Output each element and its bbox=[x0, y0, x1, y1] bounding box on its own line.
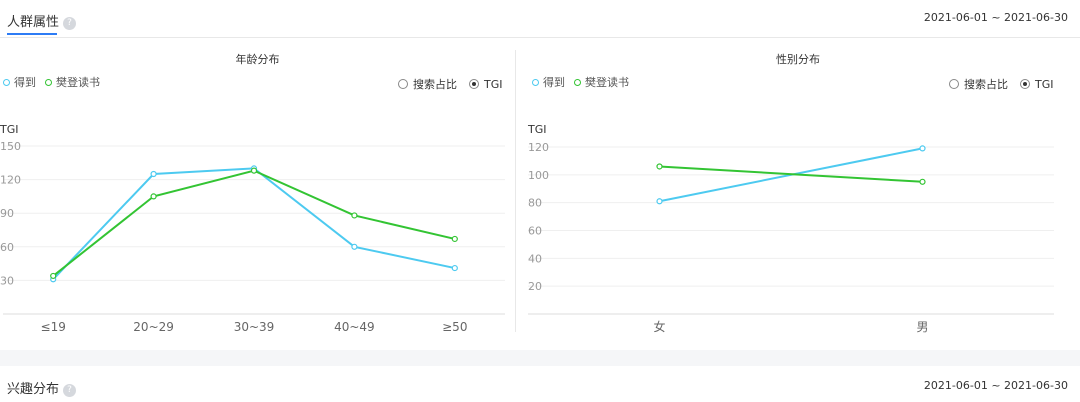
radio-checked-icon bbox=[469, 79, 479, 89]
radio-label: TGI bbox=[1035, 77, 1054, 91]
radio-label: 搜索占比 bbox=[964, 78, 1008, 91]
legend-label: 得到 bbox=[543, 76, 565, 89]
legend-dot-icon bbox=[532, 78, 539, 86]
y-tick-label: 30 bbox=[0, 274, 14, 287]
data-point[interactable] bbox=[656, 198, 663, 205]
header-divider bbox=[0, 37, 1080, 38]
data-point[interactable] bbox=[150, 193, 157, 200]
date-range: 2021-06-01 ~ 2021-06-30 bbox=[923, 11, 1068, 24]
age-line-chart: TGI 30 60 90 120 150 ≤19 20~29 30~39 40~49 ≥50 bbox=[0, 123, 505, 334]
x-tick-label: ≤19 bbox=[41, 320, 66, 334]
y-tick-label: 60 bbox=[0, 241, 14, 254]
y-tick-label: 80 bbox=[528, 197, 542, 210]
age-metric-radio-group: 搜索占比 TGI bbox=[398, 76, 503, 92]
x-tick-label: 30~39 bbox=[234, 320, 275, 334]
legend-dot-icon bbox=[3, 78, 10, 86]
section2-title: 兴趣分布? bbox=[7, 378, 77, 397]
gender-line-chart: TGI 20 40 60 80 100 120 女 男 bbox=[527, 123, 1054, 334]
chart-divider bbox=[515, 50, 516, 332]
interest-distribution-card: 兴趣分布? 2021-06-01 ~ 2021-06-30 bbox=[0, 366, 1080, 402]
legend-dot-icon bbox=[574, 78, 581, 86]
radio-tgi[interactable]: TGI bbox=[469, 78, 503, 91]
radio-circle-icon bbox=[398, 79, 408, 89]
data-point[interactable] bbox=[656, 163, 663, 170]
x-tick-label: 20~29 bbox=[133, 320, 174, 334]
series-line-1 bbox=[52, 169, 456, 277]
legend-item-fandeng[interactable]: 樊登读书 bbox=[574, 74, 629, 90]
section-title-text: 人群属性 bbox=[7, 15, 60, 30]
section2-date-range: 2021-06-01 ~ 2021-06-30 bbox=[923, 379, 1068, 392]
data-point[interactable] bbox=[50, 272, 57, 280]
series-line-1 bbox=[659, 165, 923, 183]
data-point[interactable] bbox=[451, 264, 458, 272]
question-circle-icon[interactable]: ? bbox=[63, 17, 77, 30]
legend-item-dedao[interactable]: 得到 bbox=[3, 74, 36, 90]
radio-label: TGI bbox=[484, 77, 503, 91]
data-point[interactable] bbox=[919, 178, 926, 185]
y-tick-label: 60 bbox=[528, 225, 542, 238]
data-point[interactable] bbox=[150, 170, 157, 178]
legend-item-dedao[interactable]: 得到 bbox=[532, 74, 565, 90]
legend-label: 得到 bbox=[14, 76, 36, 89]
y-axis-label: TGI bbox=[527, 123, 547, 136]
radio-checked-icon bbox=[1020, 79, 1030, 89]
legend-label: 樊登读书 bbox=[585, 76, 629, 89]
radio-search-share[interactable]: 搜索占比 bbox=[398, 76, 457, 92]
radio-circle-icon bbox=[949, 79, 959, 89]
radio-label: 搜索占比 bbox=[413, 78, 457, 91]
y-axis-label: TGI bbox=[0, 123, 19, 136]
y-tick-label: 120 bbox=[0, 174, 21, 187]
age-chart-title: 年龄分布 bbox=[235, 53, 280, 66]
y-tick-label: 100 bbox=[528, 169, 549, 182]
active-tab-underline bbox=[7, 33, 57, 35]
crowd-attributes-card: 人群属性? 2021-06-01 ~ 2021-06-30 年龄分布 得到 樊登… bbox=[0, 11, 1080, 334]
data-point[interactable] bbox=[451, 235, 458, 243]
section2-title-text: 兴趣分布 bbox=[7, 382, 60, 397]
age-legend: 得到 樊登读书 bbox=[3, 74, 100, 90]
y-tick-label: 150 bbox=[0, 140, 21, 153]
gender-chart-title: 性别分布 bbox=[776, 53, 820, 66]
section-gap bbox=[0, 350, 1080, 366]
x-tick-label: ≥50 bbox=[442, 320, 467, 334]
section-title: 人群属性? bbox=[7, 11, 77, 30]
y-tick-label: 90 bbox=[0, 207, 14, 220]
x-tick-label: 40~49 bbox=[334, 320, 375, 334]
y-tick-label: 120 bbox=[528, 141, 549, 154]
x-tick-label: 女 bbox=[653, 319, 665, 334]
y-tick-label: 20 bbox=[528, 280, 542, 293]
gender-legend: 得到 樊登读书 bbox=[532, 74, 629, 90]
data-point[interactable] bbox=[351, 243, 358, 250]
radio-search-share[interactable]: 搜索占比 bbox=[949, 76, 1008, 92]
radio-tgi[interactable]: TGI bbox=[1020, 78, 1054, 91]
data-point[interactable] bbox=[351, 212, 358, 219]
legend-item-fandeng[interactable]: 樊登读书 bbox=[45, 74, 100, 90]
question-circle-icon[interactable]: ? bbox=[63, 384, 77, 397]
legend-label: 樊登读书 bbox=[56, 76, 100, 89]
data-point[interactable] bbox=[919, 145, 926, 152]
data-point[interactable] bbox=[250, 167, 258, 174]
gender-metric-radio-group: 搜索占比 TGI bbox=[949, 76, 1054, 92]
y-tick-label: 40 bbox=[528, 252, 542, 265]
legend-dot-icon bbox=[45, 78, 52, 86]
x-tick-label: 男 bbox=[916, 320, 928, 334]
